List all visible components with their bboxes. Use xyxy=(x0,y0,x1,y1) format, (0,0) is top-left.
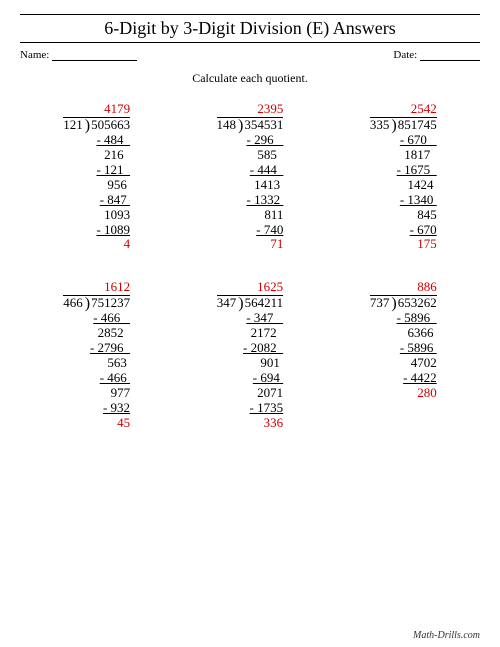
date-field: Date: xyxy=(393,49,480,61)
divisor: 121 xyxy=(63,118,85,133)
instruction-text: Calculate each quotient. xyxy=(20,71,480,86)
remainder: 4 xyxy=(63,237,130,252)
quotient: 1625 xyxy=(217,280,283,296)
divisor: 466 xyxy=(63,296,85,311)
problem-1: 4179121)505663- 484 216 - 121 956 - 847 … xyxy=(20,102,173,252)
divisor: 737 xyxy=(370,296,392,311)
name-blank[interactable] xyxy=(52,50,137,61)
problem-2: 2395148)354531- 296 585 - 444 1413 - 133… xyxy=(173,102,326,252)
remainder: 336 xyxy=(217,416,283,431)
quotient: 1612 xyxy=(63,280,130,296)
work-steps: - 5896 6366 - 5896 4702- 4422280 xyxy=(370,311,437,401)
work-steps: - 484 216 - 121 956 - 847 1093- 10894 xyxy=(63,133,130,253)
divisor: 347 xyxy=(217,296,239,311)
quotient: 4179 xyxy=(63,102,130,118)
dividend: 653262 xyxy=(397,296,437,311)
divisor: 148 xyxy=(217,118,239,133)
dividend: 354531 xyxy=(243,118,283,133)
divisor: 335 xyxy=(370,118,392,133)
name-field: Name: xyxy=(20,49,137,61)
work-steps: - 296 585 - 444 1413 - 1332 811- 74071 xyxy=(217,133,284,253)
date-label: Date: xyxy=(393,49,417,61)
page-title: 6-Digit by 3-Digit Division (E) Answers xyxy=(20,14,480,43)
problem-5: 1625347)564211- 347 2172 - 2082 901 - 69… xyxy=(173,280,326,430)
footer-text: Math-Drills.com xyxy=(413,630,480,641)
name-label: Name: xyxy=(20,49,49,61)
quotient: 2395 xyxy=(217,102,284,118)
remainder: 175 xyxy=(370,237,437,252)
remainder: 280 xyxy=(370,386,437,401)
problem-3: 2542335)851745- 670 1817 - 1675 1424 - 1… xyxy=(327,102,480,252)
dividend: 851745 xyxy=(397,118,437,133)
quotient: 2542 xyxy=(370,102,437,118)
date-blank[interactable] xyxy=(420,50,480,61)
work-steps: - 670 1817 - 1675 1424 - 1340 845- 67017… xyxy=(370,133,437,253)
work-steps: - 466 2852 - 2796 563 - 466 977- 93245 xyxy=(63,311,130,431)
quotient: 886 xyxy=(370,280,437,296)
dividend: 751237 xyxy=(90,296,130,311)
work-steps: - 347 2172 - 2082 901 - 694 2071- 173533… xyxy=(217,311,283,431)
problem-grid: 4179121)505663- 484 216 - 121 956 - 847 … xyxy=(20,102,480,459)
remainder: 45 xyxy=(63,416,130,431)
remainder: 71 xyxy=(217,237,284,252)
problem-4: 1612466)751237- 466 2852 - 2796 563 - 46… xyxy=(20,280,173,430)
header-row: Name: Date: xyxy=(20,49,480,61)
dividend: 505663 xyxy=(90,118,130,133)
problem-6: 886737)653262- 5896 6366 - 5896 4702- 44… xyxy=(327,280,480,430)
dividend: 564211 xyxy=(244,296,284,311)
